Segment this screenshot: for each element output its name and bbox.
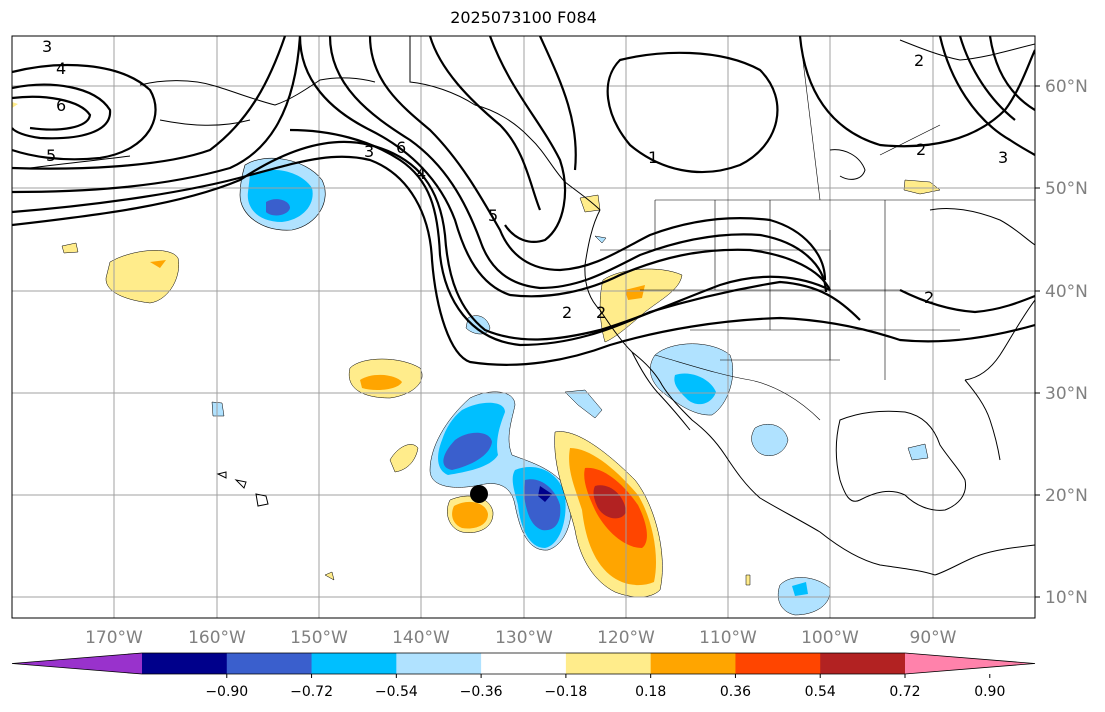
contour-label: 3 [364,142,374,161]
lon-label: 120°W [597,628,655,648]
contour-label: 6 [56,96,66,115]
colorbar-tick-label: −0.90 [205,684,248,700]
lon-label: 100°W [801,628,859,648]
lat-label: 10°N [1045,588,1088,608]
colorbar-swatch [735,653,821,674]
colorbar-extend-high [905,653,1035,674]
colorbar-swatch [311,653,397,674]
colorbar-swatch [481,653,567,674]
colorbar-extend-low [12,653,142,674]
map-border [11,35,1036,619]
lon-label: 160°W [188,628,246,648]
contour-label: 5 [488,206,498,225]
colorbar-swatch [565,653,652,674]
lat-label: 60°N [1045,77,1088,97]
colorbar-tick-label: −0.72 [290,684,333,700]
contour-label: 4 [56,59,66,78]
colorbar-tick-label: 0.72 [889,684,920,700]
map-title: 2025073100 F084 [450,8,597,27]
coastlines [29,36,1035,576]
colorbar-swatch [142,653,228,674]
graticule [12,36,1035,618]
lon-label: 130°W [495,628,553,648]
lat-label: 30°N [1045,384,1088,404]
contour-label: 2 [916,140,926,159]
colorbar-tick-label: −0.18 [544,684,587,700]
lat-label: 50°N [1045,179,1088,199]
latitude-labels: 60°N 50°N 40°N 30°N 20°N 10°N [1035,77,1088,608]
contour-label: 6 [396,138,406,157]
contour-label: 4 [416,164,426,183]
colorbar-swatch [226,653,313,674]
lat-label: 40°N [1045,282,1088,302]
center-dot-marker [470,485,488,503]
contour-label-group: 3 4 6 5 3 6 4 5 2 2 1 2 2 3 2 [42,37,1008,322]
colorbar-tick-label: 0.90 [974,684,1005,700]
colorbar-tick-label: −0.54 [375,684,418,700]
colorbar-outline [11,652,1036,675]
lon-label: 90°W [910,628,957,648]
longitude-labels: 170°W 160°W 150°W 140°W 130°W 120°W 110°… [85,628,957,648]
lon-label: 140°W [392,628,450,648]
colorbar-tick-label: 0.36 [720,684,751,700]
colorbar-swatch [650,653,736,674]
contour-label: 2 [914,51,924,70]
colorbar-tick-label: −0.36 [460,684,503,700]
lat-label: 20°N [1045,486,1088,506]
colorbar-tick-label: 0.54 [805,684,836,700]
contour-label: 1 [648,148,658,167]
lon-label: 170°W [85,628,143,648]
colorbar-swatch [820,653,906,674]
colorbar: −0.90 −0.72 −0.54 −0.36 −0.18 0.18 0.36 0.54 0.7… [11,652,1036,700]
contour-label: 2 [596,303,606,322]
lon-label: 150°W [290,628,348,648]
contour-label: 2 [562,303,572,322]
colorbar-swatch [396,653,482,674]
political-borders [600,36,1035,421]
contour-label: 5 [46,146,56,165]
contour-label: 3 [998,148,1008,167]
colorbar-tick-label: 0.18 [635,684,666,700]
lon-label: 110°W [699,628,757,648]
contour-label: 2 [924,288,934,307]
contour-label: 3 [42,37,52,56]
contour-lines [12,36,1035,366]
